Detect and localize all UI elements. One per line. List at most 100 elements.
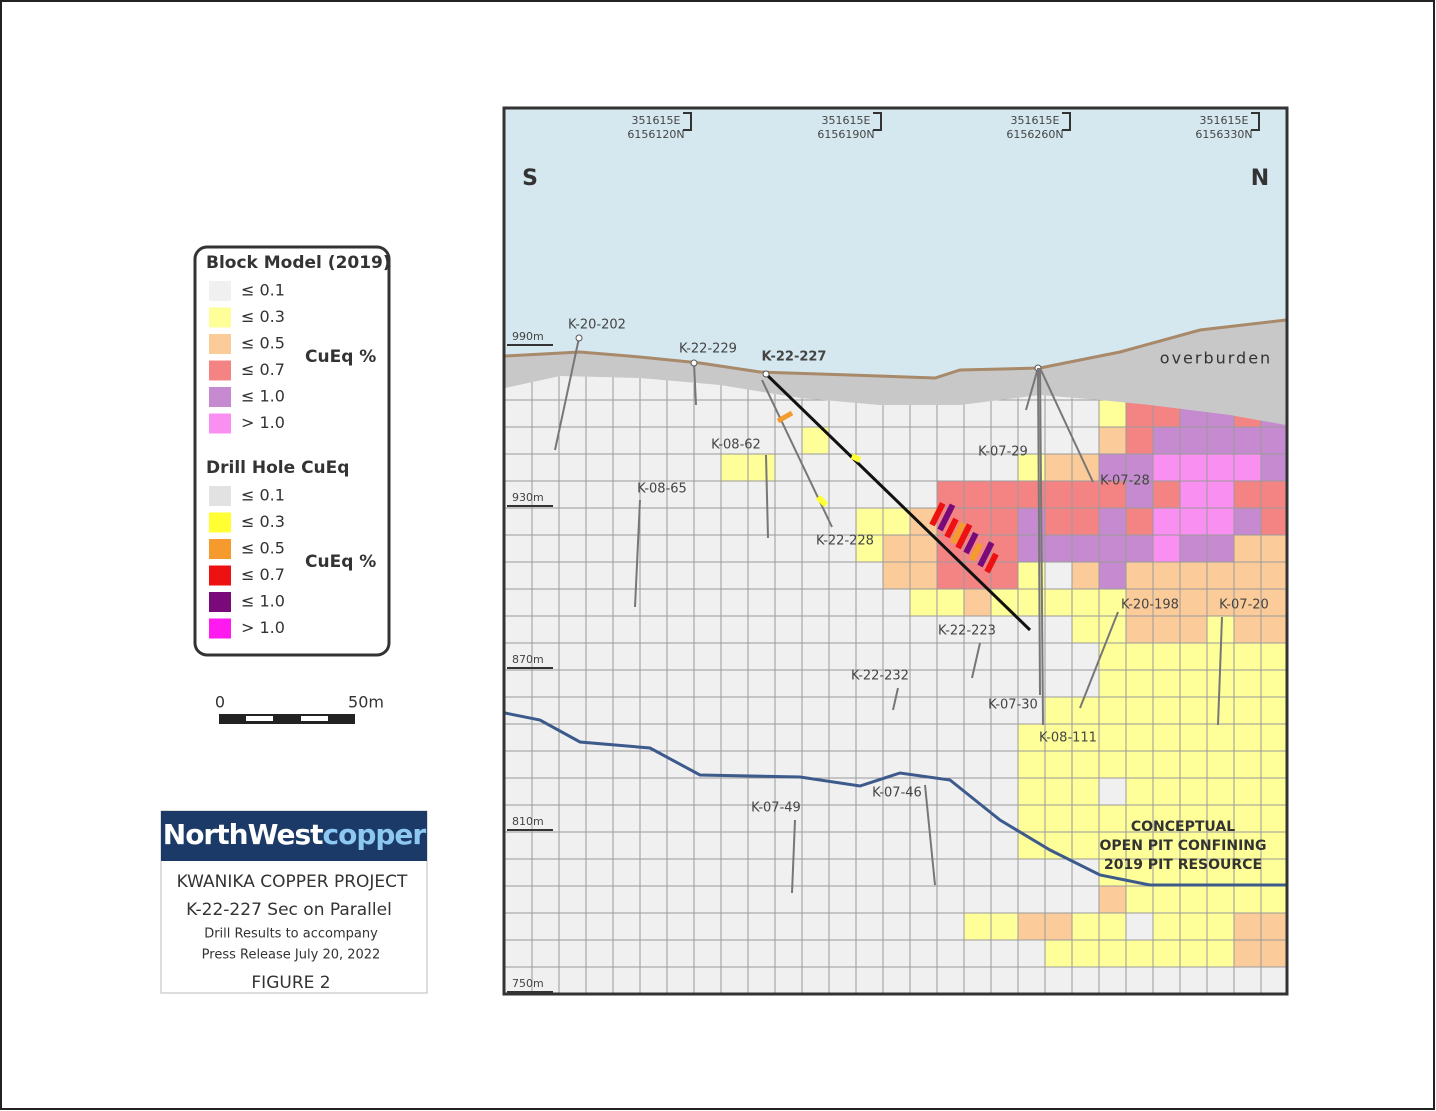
block <box>1206 696 1235 725</box>
block <box>531 939 560 968</box>
block <box>505 966 533 993</box>
block <box>1098 507 1127 536</box>
block <box>505 426 533 455</box>
block <box>828 507 857 536</box>
block <box>774 453 803 482</box>
block <box>774 480 803 509</box>
block <box>801 831 830 860</box>
block <box>1071 777 1100 806</box>
block <box>963 669 992 698</box>
block <box>531 858 560 887</box>
block <box>855 615 884 644</box>
pit-label: OPEN PIT CONFINING <box>1099 838 1266 854</box>
block <box>666 588 695 617</box>
block <box>1044 507 1073 536</box>
block <box>1044 534 1073 563</box>
coord-tick <box>873 112 882 131</box>
block <box>720 858 749 887</box>
block <box>882 453 911 482</box>
block <box>1125 696 1154 725</box>
block <box>1017 966 1046 993</box>
block <box>585 426 614 455</box>
block <box>1179 831 1208 860</box>
block <box>1125 453 1154 482</box>
block <box>1152 966 1181 993</box>
block <box>774 534 803 563</box>
block <box>1017 642 1046 671</box>
block <box>909 615 938 644</box>
block <box>639 669 668 698</box>
block <box>1125 507 1154 536</box>
legend-label: > 1.0 <box>241 618 285 637</box>
block <box>505 588 533 617</box>
block <box>1071 750 1100 779</box>
legend-label: ≤ 0.5 <box>241 539 285 558</box>
block <box>1179 885 1208 914</box>
block <box>585 453 614 482</box>
block <box>1152 615 1181 644</box>
block <box>1260 453 1286 482</box>
legend-label: ≤ 0.5 <box>241 334 285 353</box>
block <box>1125 723 1154 752</box>
block <box>801 804 830 833</box>
block <box>828 858 857 887</box>
block <box>612 831 641 860</box>
block <box>963 480 992 509</box>
block <box>1071 912 1100 941</box>
block <box>585 669 614 698</box>
block <box>882 966 911 993</box>
block <box>720 912 749 941</box>
block <box>693 696 722 725</box>
block <box>909 966 938 993</box>
hole-label: K-07-46 <box>872 786 922 801</box>
block <box>1206 534 1235 563</box>
block <box>1260 804 1286 833</box>
legend-box <box>193 245 391 657</box>
block <box>882 642 911 671</box>
block <box>1260 696 1286 725</box>
block <box>909 453 938 482</box>
block <box>1044 561 1073 590</box>
block <box>855 804 884 833</box>
block <box>747 750 776 779</box>
block <box>1017 912 1046 941</box>
easting: 351615E <box>822 114 871 127</box>
block <box>1017 615 1046 644</box>
block <box>1071 399 1100 428</box>
legend-title: Drill Hole CuEq <box>206 458 349 478</box>
coord-tick <box>1062 112 1071 131</box>
block <box>1098 426 1127 455</box>
block <box>936 588 965 617</box>
drill-trace <box>765 454 769 539</box>
block <box>585 804 614 833</box>
block <box>990 507 1019 536</box>
block <box>1098 858 1127 887</box>
block <box>558 372 587 401</box>
block <box>1017 696 1046 725</box>
block <box>639 534 668 563</box>
block <box>1179 588 1208 617</box>
block <box>639 615 668 644</box>
block <box>909 588 938 617</box>
block <box>1260 426 1286 455</box>
block <box>1152 912 1181 941</box>
legend-swatch <box>209 592 231 612</box>
block <box>1260 669 1286 698</box>
assay-bar <box>937 503 956 532</box>
northing: 6156120N <box>627 128 684 141</box>
block <box>1125 615 1154 644</box>
block <box>828 885 857 914</box>
block <box>1152 534 1181 563</box>
pit-label: CONCEPTUAL <box>1131 819 1235 835</box>
pit-label: 2019 PIT RESOURCE <box>1104 857 1262 873</box>
block <box>612 669 641 698</box>
block <box>1152 777 1181 806</box>
drill-trace <box>791 819 796 894</box>
air <box>505 109 1286 378</box>
block <box>909 912 938 941</box>
block <box>747 696 776 725</box>
block <box>505 831 533 860</box>
block <box>828 723 857 752</box>
block <box>909 885 938 914</box>
block <box>1179 723 1208 752</box>
